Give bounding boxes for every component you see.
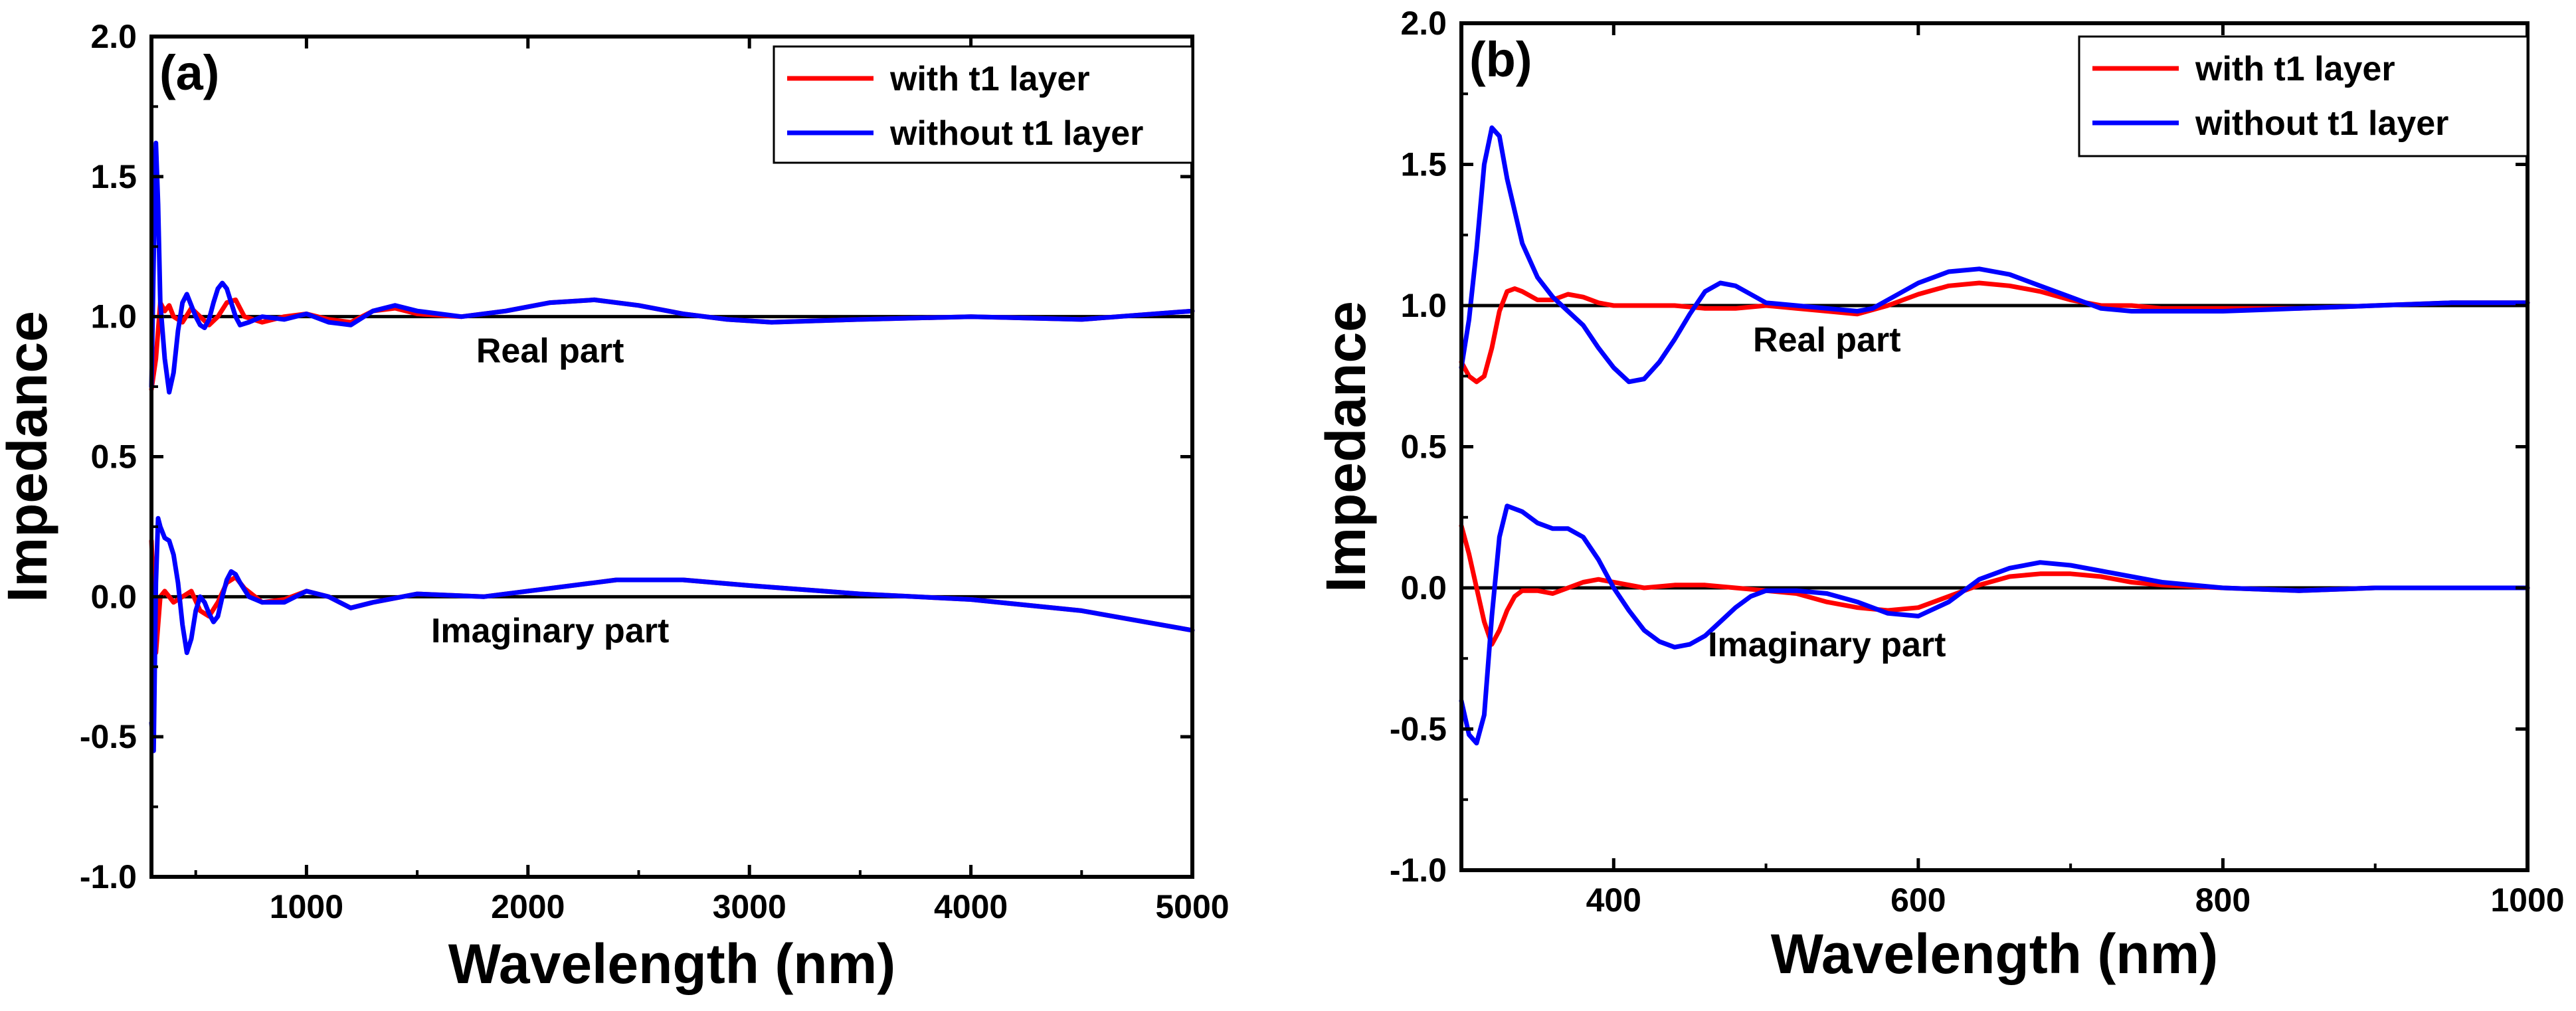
chart-a-legend-box [773,45,1194,164]
chart-a-x-tick-label: 4000 [934,888,1008,925]
chart-b-annotation: Real part [1753,321,1901,359]
chart-b-y-axis-title: Impedance [1315,301,1377,593]
chart-b-y-tick-label: 0.0 [1400,569,1447,606]
chart-a-y-tick-label: -1.0 [80,858,137,895]
chart-b-y-tick-label: 0.5 [1400,428,1447,466]
chart-b-series-imaginary-without-t1 [1459,504,2530,746]
chart-a-y-axis-title: Impedance [0,311,58,602]
chart-b-annotation: Imaginary part [1708,626,1946,664]
chart-a-annotation: Real part [476,331,624,370]
chart-a-y-tick-label: 1.0 [90,298,137,335]
chart-panel-a: 1000 2000 3000 4000 5000 -1.0 -0.5 0.0 0.5 1.0 1.5… [0,18,1230,995]
chart-b-y-tick-label: 2.0 [1400,5,1447,42]
chart-a-x-tick-label: 5000 [1155,888,1229,925]
chart-b-legend-box [2078,35,2529,157]
chart-a-x-tick-label: 3000 [713,888,786,925]
chart-a-x-tick-label: 1000 [270,888,343,925]
chart-b-y-tick-label: -1.0 [1390,852,1447,889]
chart-b-y-tick-label: 1.5 [1400,146,1447,183]
chart-a-annotation: Imaginary part [431,612,669,650]
chart-b-x-tick-label: 400 [1586,881,1641,919]
chart-a-legend-label: with t1 layer [889,60,1090,98]
chart-b-x-tick-label: 800 [2195,881,2251,919]
chart-b-legend-label: with t1 layer [2195,50,2395,88]
chart-a-legend-label: without t1 layer [889,114,1143,153]
chart-b-series-real-with-t1 [1459,280,2530,385]
chart-a-x-tick-label: 2000 [491,888,565,925]
chart-a-y-tick-label: 2.0 [90,18,137,55]
chart-a-y-tick-label: -0.5 [80,718,137,755]
chart-a-series-real-without-t1 [149,140,1195,395]
chart-b-y-tick-label: 1.0 [1400,287,1447,324]
chart-a-x-axis-title: Wavelength (nm) [448,933,896,995]
chart-a-y-tick-label: 1.5 [90,158,137,195]
chart-b-series-imaginary-with-t1 [1459,523,2530,647]
chart-a-series-imaginary-without-t1 [149,515,1195,753]
chart-panel-b: 400 600 800 1000 -1.0 -0.5 0.0 0.5 1.0 1.5 2.0 Wave… [1315,5,2565,985]
chart-a-y-tick-label: 0.5 [90,438,137,476]
chart-b-x-tick-label: 600 [1890,881,1946,919]
chart-b-x-tick-label: 1000 [2490,881,2564,919]
chart-b-panel-label: (b) [1469,32,1532,87]
chart-b-x-axis-title: Wavelength (nm) [1771,923,2219,985]
chart-b-series-real-without-t1 [1459,125,2530,385]
chart-a-y-tick-label: 0.0 [90,578,137,615]
chart-b-y-tick-label: -0.5 [1390,711,1447,748]
chart-a-panel-label: (a) [159,45,219,100]
chart-b-legend-label: without t1 layer [2195,104,2448,143]
